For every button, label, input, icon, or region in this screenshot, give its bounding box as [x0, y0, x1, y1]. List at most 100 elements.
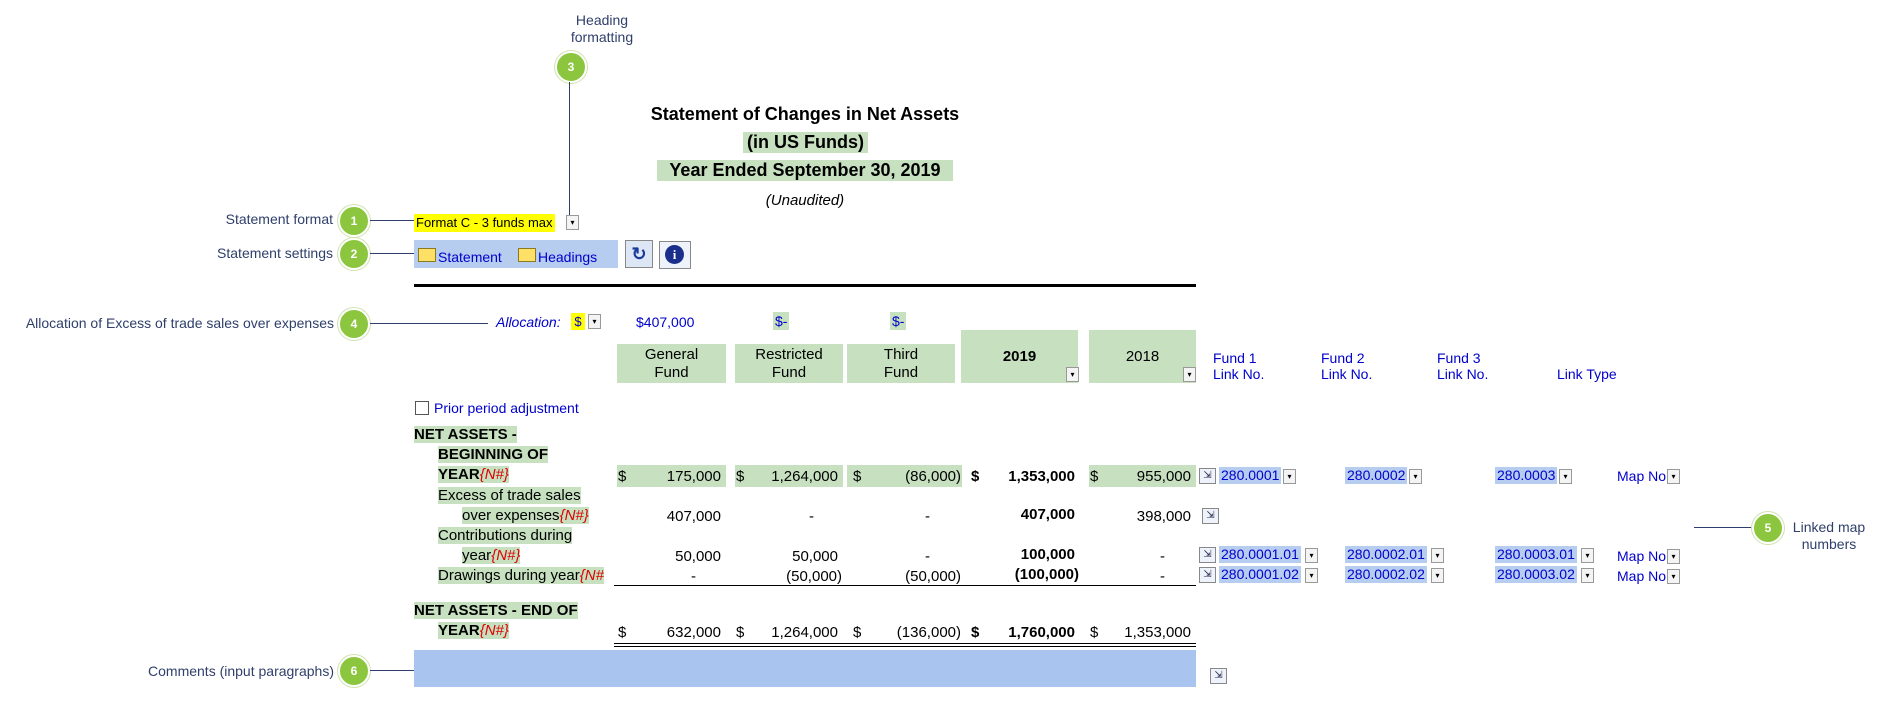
- dropdown-icon[interactable]: ▾: [1305, 548, 1318, 563]
- dropdown-icon[interactable]: ▾: [1283, 469, 1296, 484]
- subtotal-rule: [614, 585, 1196, 586]
- fund1-link-begin[interactable]: 280.0001: [1219, 467, 1282, 484]
- callout-badge-1: 1: [338, 205, 370, 237]
- fund3-link-begin[interactable]: 280.0003: [1495, 467, 1558, 484]
- link-icon[interactable]: ⇲: [1199, 567, 1216, 583]
- callout-linked-map-label: Linked map numbers: [1786, 519, 1872, 553]
- comments-input[interactable]: [414, 650, 1196, 687]
- currency-symbol: $: [971, 624, 980, 641]
- dropdown-icon[interactable]: ▾: [1431, 548, 1444, 563]
- dropdown-icon[interactable]: ▾: [1431, 568, 1444, 583]
- allocation-dropdown-icon[interactable]: ▾: [588, 314, 601, 329]
- prior-period-checkbox[interactable]: [415, 401, 429, 415]
- info-button[interactable]: i: [659, 241, 691, 269]
- begin-restricted[interactable]: 1,264,000: [771, 468, 838, 485]
- fund3-link-contrib[interactable]: 280.0003.01: [1495, 546, 1577, 563]
- row-label-drawings: Drawings during year{N#: [438, 567, 604, 584]
- statement-link[interactable]: Statement: [438, 249, 502, 265]
- dropdown-icon[interactable]: ▾: [1667, 469, 1680, 484]
- contrib-restricted[interactable]: 50,000: [792, 548, 838, 565]
- column-text: Link No.: [1213, 366, 1265, 382]
- excess-third[interactable]: -: [925, 508, 930, 525]
- excess-restricted[interactable]: -: [809, 508, 814, 525]
- column-text: Fund 3: [1437, 350, 1481, 366]
- column-text: Link No.: [1437, 366, 1489, 382]
- year-2018-dropdown-icon[interactable]: ▾: [1183, 367, 1196, 382]
- row-label-text: year: [462, 547, 492, 564]
- draw-restricted[interactable]: (50,000): [786, 568, 842, 585]
- allocation-general[interactable]: $407,000: [636, 314, 695, 330]
- callout-allocation-label: Allocation of Excess of trade sales over…: [25, 315, 334, 331]
- column-2018: 2018: [1089, 330, 1196, 383]
- fund2-link-draw[interactable]: 280.0002.02: [1345, 566, 1427, 583]
- headings-link[interactable]: Headings: [538, 249, 598, 265]
- column-text: Fund 1: [1213, 350, 1257, 366]
- excess-2018[interactable]: 398,000: [1136, 508, 1191, 525]
- begin-general[interactable]: 175,000: [666, 468, 721, 485]
- cell-bg: [735, 465, 843, 487]
- fund2-link-contrib[interactable]: 280.0002.01: [1345, 546, 1427, 563]
- currency-symbol: $: [853, 468, 862, 485]
- format-dropdown-icon[interactable]: ▾: [566, 215, 579, 230]
- dropdown-icon[interactable]: ▾: [1667, 549, 1680, 564]
- cell-bg: [617, 465, 726, 487]
- currency-symbol: $: [1090, 468, 1099, 485]
- dropdown-icon[interactable]: ▾: [1559, 469, 1572, 484]
- fund3-link-header: Fund 3 Link No.: [1437, 350, 1488, 382]
- map-no-contrib[interactable]: Map No: [1617, 548, 1667, 564]
- row-label-text: YEAR: [438, 466, 480, 483]
- begin-2018[interactable]: 955,000: [1136, 468, 1191, 485]
- dropdown-icon[interactable]: ▾: [1409, 469, 1422, 484]
- format-select[interactable]: Format C - 3 funds max: [414, 214, 555, 232]
- row-label-contrib-2: year{N#}: [462, 547, 521, 564]
- draw-2018[interactable]: -: [1160, 568, 1165, 585]
- link-icon[interactable]: ⇲: [1199, 547, 1216, 563]
- column-third-fund: Third Fund: [847, 344, 955, 383]
- column-text: General: [644, 346, 699, 363]
- row-label-end-2: YEAR{N#}: [438, 622, 509, 639]
- link-icon[interactable]: ⇲: [1199, 468, 1216, 484]
- fund1-link-draw[interactable]: 280.0001.02: [1219, 566, 1301, 583]
- currency-symbol: $: [736, 468, 745, 485]
- begin-2019: 1,353,000: [1008, 468, 1075, 485]
- row-label-begin-2: BEGINNING OF: [438, 446, 549, 463]
- contrib-third[interactable]: -: [925, 548, 930, 565]
- map-no-draw[interactable]: Map No: [1617, 568, 1667, 584]
- note-tag: {N#: [579, 567, 604, 584]
- fund1-link-contrib[interactable]: 280.0001.01: [1219, 546, 1301, 563]
- link-type-header: Link Type: [1557, 366, 1617, 382]
- contrib-general[interactable]: 50,000: [675, 548, 721, 565]
- callout-badge-6: 6: [338, 655, 370, 687]
- map-no-begin[interactable]: Map No: [1617, 468, 1667, 484]
- contrib-2019: 100,000: [1020, 546, 1075, 563]
- dropdown-icon[interactable]: ▾: [1581, 568, 1594, 583]
- fund3-link-draw[interactable]: 280.0003.02: [1495, 566, 1577, 583]
- callout-leader-4: [370, 323, 488, 324]
- note-tag: {N#}: [479, 466, 509, 483]
- dropdown-icon[interactable]: ▾: [1667, 569, 1680, 584]
- allocation-third[interactable]: $-: [890, 312, 907, 330]
- begin-third[interactable]: (86,000): [905, 468, 961, 485]
- year-2019-dropdown-icon[interactable]: ▾: [1066, 367, 1079, 382]
- currency-symbol: $: [618, 468, 627, 485]
- dropdown-icon[interactable]: ▾: [1305, 568, 1318, 583]
- callout-text: numbers: [1801, 536, 1857, 552]
- refresh-button[interactable]: ↻: [625, 240, 653, 268]
- dropdown-icon[interactable]: ▾: [1581, 548, 1594, 563]
- callout-text: Heading: [575, 12, 629, 28]
- draw-general[interactable]: -: [691, 568, 696, 585]
- link-icon[interactable]: ⇲: [1202, 508, 1219, 524]
- callout-badge-2: 2: [338, 238, 370, 270]
- cell-bg: [847, 465, 962, 487]
- callout-heading-formatting-label: Heading formatting: [567, 12, 637, 46]
- link-icon[interactable]: ⇲: [1210, 668, 1227, 684]
- allocation-restricted[interactable]: $-: [773, 312, 790, 330]
- contrib-2018[interactable]: -: [1160, 548, 1165, 565]
- excess-general[interactable]: 407,000: [666, 508, 721, 525]
- allocation-symbol[interactable]: $: [571, 313, 585, 330]
- draw-third[interactable]: (50,000): [905, 568, 961, 585]
- row-label-end-1: NET ASSETS - END OF: [414, 602, 578, 619]
- column-text: Fund 2: [1321, 350, 1365, 366]
- currency-symbol: $: [971, 468, 980, 485]
- fund2-link-begin[interactable]: 280.0002: [1345, 467, 1408, 484]
